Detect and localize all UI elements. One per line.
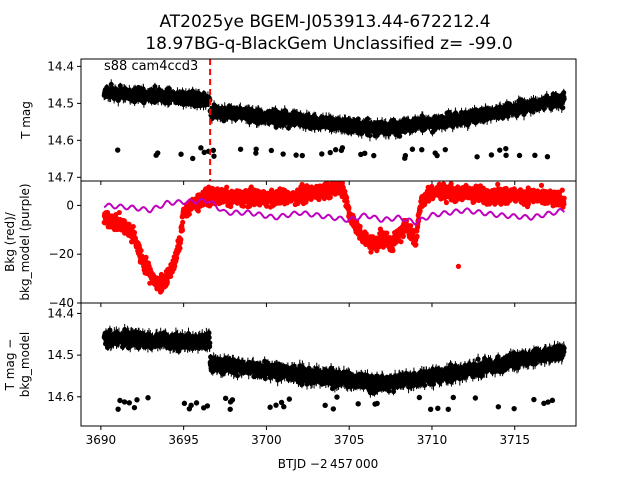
outlier-point: [419, 146, 425, 153]
outlier-point: [178, 151, 184, 157]
outlier-point: [299, 152, 305, 159]
y-tick-label: 14.6: [47, 133, 74, 147]
outlier-point: [442, 146, 448, 153]
bkg-point: [247, 203, 253, 209]
bkg-point: [224, 184, 230, 190]
outlier-point: [210, 147, 217, 154]
bkg-point: [143, 254, 149, 260]
panel-top: 14.4 14.5 14.6 14.7 T mag: [19, 58, 577, 185]
outlier-point: [332, 147, 339, 153]
y-tick-label: 14.7: [47, 170, 74, 184]
outlier-point: [402, 152, 409, 159]
bkg-point: [130, 223, 136, 230]
y-axis-label: T mag: [19, 101, 33, 140]
bkg-point: [240, 203, 247, 209]
data-point: [397, 133, 403, 139]
bkg-point: [178, 236, 184, 242]
outlier-point: [153, 152, 159, 158]
outlier-point: [503, 152, 509, 159]
bkg-point: [164, 279, 170, 285]
bkg-points: [101, 181, 567, 295]
outlier-point: [327, 149, 333, 156]
outlier-point: [371, 152, 377, 159]
data-point: [561, 96, 567, 102]
bkg-point: [195, 208, 201, 214]
outlier-point: [201, 149, 207, 156]
bkg-point: [116, 209, 122, 216]
outlier-point: [544, 153, 551, 160]
data-point: [166, 100, 172, 106]
panel-top-data: [101, 59, 567, 181]
outlier-point: [115, 147, 121, 153]
outlier-point: [293, 152, 299, 158]
outlier-point: [434, 152, 440, 159]
outlier-point: [409, 146, 416, 152]
bkg-point: [168, 273, 174, 280]
bkg-point: [131, 229, 138, 236]
bkg-point: [179, 227, 186, 233]
data-point: [560, 105, 566, 111]
outlier-point: [532, 152, 538, 159]
data-point: [367, 133, 373, 139]
outlier-point: [488, 152, 495, 158]
outlier-point: [253, 150, 259, 156]
outlier-point: [474, 154, 480, 160]
outlier-point: [319, 151, 325, 157]
outlier-point: [211, 153, 217, 159]
data-point: [285, 125, 291, 131]
outlier-point: [497, 147, 503, 153]
bkg-point: [138, 248, 144, 254]
data-point: [166, 85, 172, 91]
bkg-point: [186, 211, 192, 217]
lightcurve-points: [101, 79, 567, 162]
outlier-point: [268, 147, 275, 154]
outlier-point: [280, 151, 286, 157]
figure-title-line2: 18.97BG-q-BlackGem Unclassified z= -99.0: [145, 34, 512, 54]
bkg-point: [177, 245, 183, 252]
outlier-point: [516, 152, 523, 159]
outlier-point: [362, 150, 368, 157]
data-point: [108, 81, 114, 87]
y-tick-label: 14.4: [47, 59, 74, 73]
outlier-point: [237, 146, 244, 152]
outlier-point: [503, 145, 509, 152]
data-point: [152, 84, 158, 90]
y-tick-label: 14.5: [47, 96, 74, 110]
outlier-point: [338, 147, 345, 154]
bkg-point: [173, 255, 180, 261]
outlier-point: [190, 155, 196, 162]
figure-title-line1: AT2025ye BGEM-J053913.44-672212.4: [159, 12, 490, 32]
panel-middle-data: [101, 181, 567, 295]
bkg-point: [180, 219, 186, 225]
outlier-point: [198, 145, 204, 151]
